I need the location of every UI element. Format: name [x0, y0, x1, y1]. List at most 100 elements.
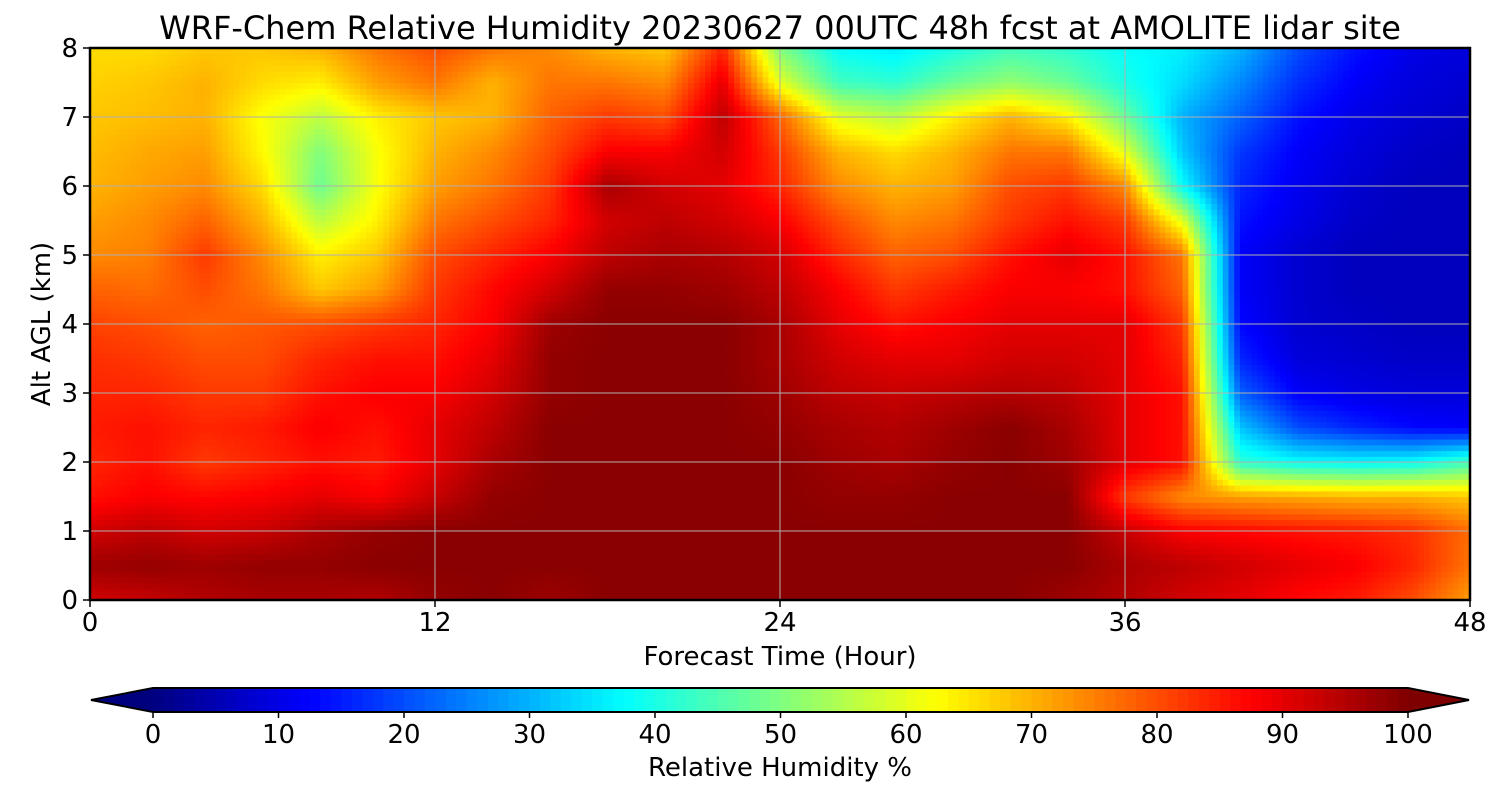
heatmap-cell	[532, 479, 540, 486]
heatmap-cell	[423, 588, 430, 595]
heatmap-cell	[1090, 582, 1097, 590]
heatmap-cell	[665, 559, 672, 567]
heatmap-cell	[1217, 559, 1224, 567]
heatmap-cell	[630, 479, 637, 486]
heatmap-cell	[1010, 502, 1017, 509]
heatmap-cell	[590, 513, 597, 521]
heatmap-cell	[561, 548, 568, 555]
heatmap-cell	[1452, 536, 1460, 544]
heatmap-cell	[1245, 548, 1253, 555]
heatmap-cell	[647, 513, 655, 521]
heatmap-cell	[958, 496, 965, 503]
heatmap-cell	[239, 525, 246, 532]
heatmap-cell	[952, 582, 959, 590]
heatmap-cell	[808, 508, 816, 515]
heatmap-cell	[1406, 485, 1414, 492]
heatmap-cell	[1044, 571, 1051, 578]
heatmap-cell	[377, 542, 384, 549]
heatmap-cell	[1096, 479, 1103, 486]
heatmap-cell	[877, 490, 885, 498]
heatmap-cell	[1309, 508, 1316, 515]
heatmap-cell	[670, 542, 678, 549]
heatmap-cell	[584, 554, 591, 561]
heatmap-cell	[458, 485, 465, 492]
heatmap-cell	[1033, 490, 1040, 498]
heatmap-cell	[642, 554, 649, 561]
heatmap-cell	[849, 485, 856, 492]
heatmap-cell	[826, 548, 833, 555]
heatmap-cell	[912, 548, 919, 555]
heatmap-cell	[233, 502, 241, 509]
heatmap-cell	[532, 548, 540, 555]
heatmap-cell	[946, 548, 954, 555]
heatmap-cell	[527, 485, 534, 492]
heatmap-cell	[1136, 554, 1143, 561]
heatmap-cell	[1073, 548, 1080, 555]
heatmap-cell	[452, 571, 459, 578]
heatmap-cell	[555, 485, 563, 492]
heatmap-cell	[509, 577, 517, 584]
heatmap-cell	[1125, 490, 1132, 498]
heatmap-cell	[975, 548, 982, 555]
heatmap-cell	[941, 594, 948, 600]
heatmap-cell	[1015, 588, 1023, 595]
heatmap-cell	[849, 513, 856, 521]
heatmap-cell	[210, 582, 218, 590]
heatmap-cell	[1257, 485, 1264, 492]
heatmap-cell	[463, 502, 471, 509]
heatmap-cell	[406, 485, 413, 492]
heatmap-cell	[1418, 485, 1425, 492]
heatmap-cell	[1050, 588, 1057, 595]
heatmap-cell	[578, 525, 586, 532]
heatmap-cell	[1452, 577, 1460, 584]
heatmap-cell	[1061, 513, 1069, 521]
heatmap-cell	[1033, 502, 1040, 509]
heatmap-cell	[251, 490, 258, 498]
heatmap-cell	[918, 577, 925, 584]
heatmap-cell	[274, 531, 281, 538]
heatmap-cell	[124, 490, 131, 498]
heatmap-cell	[1441, 513, 1448, 521]
heatmap-cell	[1268, 525, 1276, 532]
heatmap-cell	[1326, 490, 1333, 498]
heatmap-cell	[1349, 565, 1356, 572]
heatmap-cell	[245, 531, 252, 538]
heatmap-cell	[1263, 513, 1270, 521]
heatmap-cell	[676, 582, 683, 590]
heatmap-cell	[182, 594, 189, 600]
heatmap-cell	[1343, 508, 1350, 515]
heatmap-cell	[1153, 479, 1161, 486]
heatmap-cell	[136, 496, 143, 503]
heatmap-cell	[1280, 508, 1287, 515]
heatmap-cell	[688, 531, 695, 538]
heatmap-cell	[159, 548, 166, 555]
heatmap-cell	[854, 554, 862, 561]
heatmap-cell	[820, 531, 827, 538]
heatmap-cell	[544, 548, 551, 555]
heatmap-cell	[1056, 479, 1063, 486]
heatmap-cell	[343, 588, 350, 595]
heatmap-cell	[676, 496, 683, 503]
heatmap-cell	[1228, 525, 1235, 532]
heatmap-cell	[1073, 525, 1080, 532]
heatmap-cell	[423, 496, 430, 503]
heatmap-cell	[1395, 594, 1402, 600]
heatmap-cell	[791, 479, 798, 486]
heatmap-cell	[647, 485, 655, 492]
heatmap-cell	[550, 588, 557, 595]
heatmap-cell	[1136, 542, 1143, 549]
heatmap-cell	[1412, 559, 1419, 567]
heatmap-cell	[1159, 490, 1166, 498]
heatmap-cell	[538, 571, 545, 578]
heatmap-cell	[619, 508, 626, 515]
heatmap-cell	[1153, 496, 1161, 503]
heatmap-cell	[1205, 577, 1212, 584]
heatmap-cell	[1142, 565, 1149, 572]
heatmap-cell	[164, 479, 172, 486]
heatmap-cell	[1217, 582, 1224, 590]
heatmap-cell	[860, 542, 867, 549]
heatmap-cell	[1182, 485, 1189, 492]
heatmap-cell	[768, 525, 775, 532]
heatmap-cell	[1412, 588, 1419, 595]
heatmap-cell	[849, 582, 856, 590]
